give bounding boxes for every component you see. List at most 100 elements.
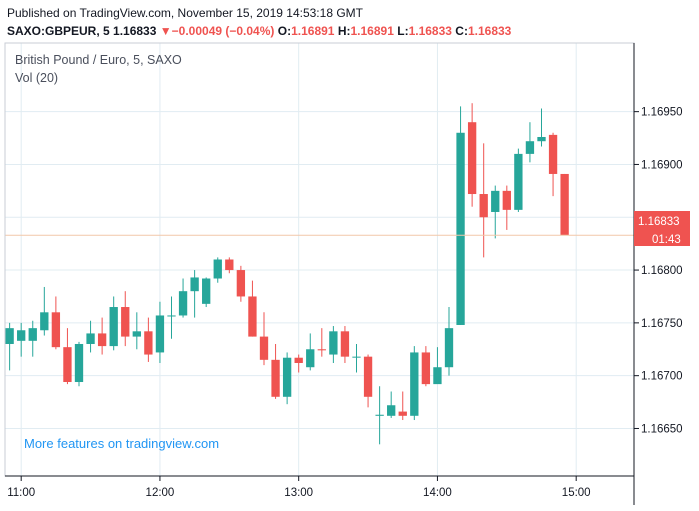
- candle-body: [213, 259, 222, 279]
- candle-body: [17, 330, 26, 341]
- candle-body: [74, 343, 84, 383]
- candle-up: [190, 270, 199, 318]
- candle-down: [51, 296, 61, 350]
- candle-down: [421, 346, 431, 387]
- candle-up: [525, 122, 535, 163]
- candle-down: [502, 185, 511, 230]
- y-tick-label: 1.16700: [641, 371, 683, 383]
- candle-up: [109, 296, 118, 351]
- candle-body: [525, 141, 535, 154]
- candle-up: [433, 347, 442, 385]
- candle-body: [410, 352, 419, 416]
- candle-up: [74, 341, 84, 387]
- candle-body: [363, 356, 373, 397]
- candle-body: [86, 333, 95, 344]
- candle-body: [306, 349, 315, 368]
- last-price-tag-value: 1.16833: [638, 216, 680, 228]
- published-caption: Published on TradingView.com, November 1…: [7, 6, 363, 20]
- candle-down: [121, 291, 130, 347]
- symbol-label: SAXO:GBPEUR, 5: [7, 24, 110, 38]
- y-tick-label: 1.16800: [641, 265, 683, 277]
- candle-body: [63, 347, 72, 383]
- candle-body: [282, 357, 292, 397]
- candle-up: [491, 185, 500, 239]
- high-label: H:: [337, 24, 351, 38]
- candle-down: [271, 343, 280, 399]
- candle-up: [202, 277, 211, 308]
- candle-down: [560, 173, 569, 236]
- series-legend-title[interactable]: British Pound / Euro, 5, SAXO: [15, 53, 182, 67]
- candle-body: [28, 328, 37, 341]
- candle-down: [97, 317, 107, 355]
- candle-body: [121, 307, 130, 337]
- last-price-tag: 1.16833 01:43: [634, 211, 690, 246]
- candle-body: [155, 315, 165, 353]
- last-price: 1.16833: [113, 24, 157, 38]
- high-value: 1.16891: [350, 24, 394, 38]
- candle-body: [167, 315, 176, 317]
- low-label: L:: [397, 24, 409, 38]
- candle-body: [329, 331, 338, 355]
- candle-body: [271, 359, 280, 397]
- candle-body: [144, 331, 153, 355]
- candle-body: [421, 352, 431, 385]
- candle-up: [40, 286, 49, 336]
- open-label: O:: [277, 24, 292, 38]
- candle-body: [375, 414, 384, 416]
- candle-body: [444, 328, 454, 368]
- low-value: 1.16833: [408, 24, 452, 38]
- candle-body: [456, 132, 465, 325]
- y-tick-label: 1.16900: [641, 159, 683, 171]
- x-tick-label: 11:00: [7, 487, 35, 499]
- candle-down: [259, 312, 269, 366]
- volume-legend[interactable]: Vol (20): [15, 71, 59, 85]
- candle-body: [109, 307, 118, 347]
- candle-up: [17, 322, 26, 357]
- candle-body: [5, 328, 14, 344]
- time-axis[interactable]: 11:00 12:00 13:00 14:00 15:00: [7, 476, 591, 499]
- candle-body: [236, 270, 246, 297]
- change-down-arrow-icon: ▼: [159, 24, 172, 38]
- candle-up: [306, 333, 315, 371]
- candle-body: [317, 349, 326, 351]
- plot-border: [4, 42, 635, 477]
- candle-down: [363, 354, 373, 408]
- candle-down: [236, 265, 246, 302]
- candle-down: [340, 326, 350, 363]
- candle-down: [63, 328, 72, 385]
- candle-down: [548, 132, 558, 197]
- close-label: C:: [455, 24, 468, 38]
- candle-body: [398, 411, 407, 416]
- y-tick-label: 1.16750: [641, 318, 683, 330]
- candle-up: [132, 312, 141, 350]
- promo-link[interactable]: More features on tradingview.com: [24, 436, 220, 451]
- candle-body: [502, 190, 511, 210]
- candle-down: [317, 328, 326, 357]
- candle-down: [144, 317, 153, 362]
- open-value: 1.16891: [291, 24, 335, 38]
- x-tick-label: 14:00: [423, 487, 452, 499]
- candle-up: [387, 391, 396, 418]
- candle-body: [225, 259, 234, 271]
- candle-body: [433, 367, 442, 385]
- candle-down: [225, 257, 234, 274]
- candle-series: [5, 103, 569, 445]
- candle-down: [294, 354, 303, 373]
- candle-down: [398, 391, 407, 421]
- candle-body: [387, 405, 396, 416]
- candle-up: [329, 326, 338, 363]
- candle-body: [560, 173, 569, 236]
- candle-down: [467, 103, 477, 207]
- candle-up: [282, 352, 292, 405]
- x-tick-label: 12:00: [146, 487, 175, 499]
- candle-body: [537, 136, 546, 142]
- candle-body: [340, 331, 350, 357]
- price-axis[interactable]: 1.169501.169001.168501.168001.167501.167…: [634, 107, 683, 436]
- candle-body: [178, 291, 188, 316]
- candle-body: [202, 278, 211, 304]
- candle-down: [248, 280, 257, 337]
- candle-up: [167, 296, 176, 339]
- candle-up: [537, 108, 546, 147]
- candle-body: [479, 194, 488, 218]
